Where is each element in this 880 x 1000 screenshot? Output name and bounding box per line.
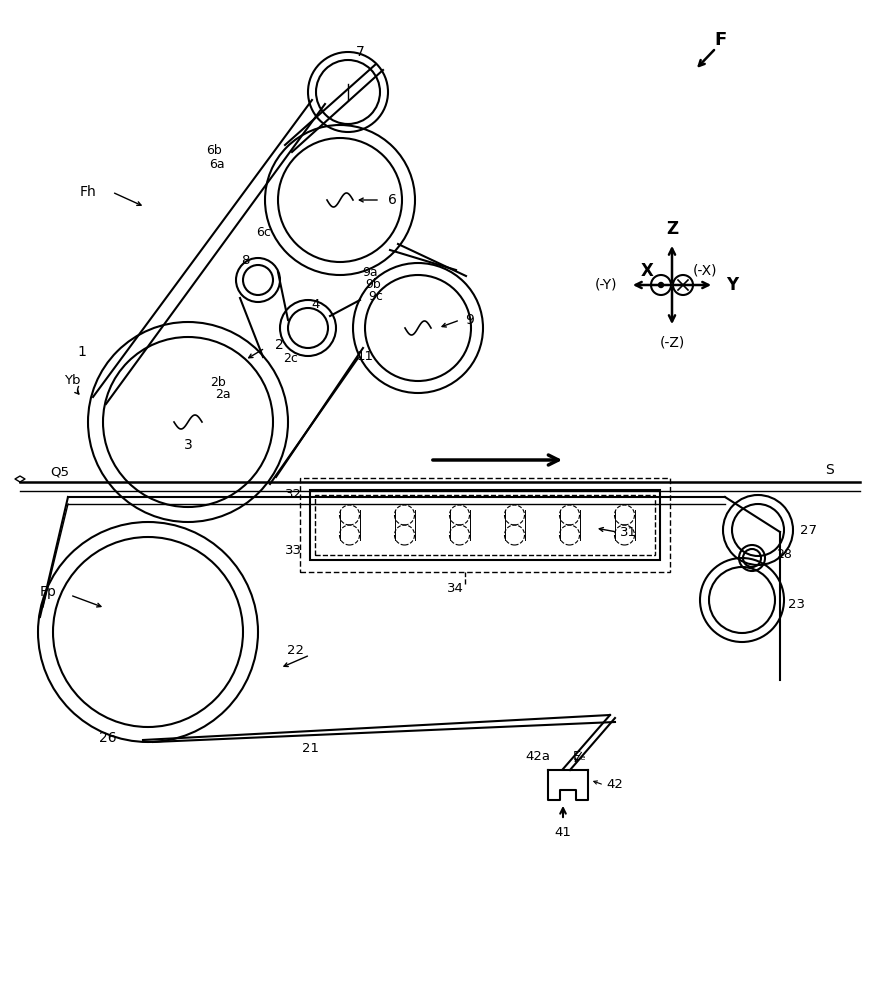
- Text: 32: 32: [285, 488, 302, 502]
- Text: (-Z): (-Z): [659, 336, 685, 350]
- Text: Fp: Fp: [40, 585, 56, 599]
- Text: F: F: [714, 31, 726, 49]
- Text: 8: 8: [241, 253, 249, 266]
- Text: 6c: 6c: [256, 227, 271, 239]
- Text: S: S: [825, 463, 834, 477]
- Text: 6: 6: [387, 193, 396, 207]
- Text: Fh: Fh: [79, 185, 97, 199]
- Bar: [315, 495, 655, 555]
- Text: 9c: 9c: [368, 290, 383, 304]
- Text: 28: 28: [776, 548, 792, 562]
- Text: 21: 21: [302, 742, 319, 754]
- Text: Q5: Q5: [50, 466, 69, 479]
- Text: X: X: [641, 262, 654, 280]
- Text: 2a: 2a: [215, 388, 231, 401]
- Text: Eₑ: Eₑ: [573, 750, 587, 764]
- Circle shape: [658, 282, 664, 288]
- Text: 6a: 6a: [209, 157, 225, 170]
- Text: 7: 7: [356, 45, 364, 59]
- Text: 42: 42: [606, 778, 623, 792]
- Text: 2c: 2c: [283, 352, 297, 364]
- Text: Y: Y: [726, 276, 738, 294]
- Text: Z: Z: [666, 220, 678, 238]
- Text: 9a: 9a: [363, 265, 378, 278]
- Bar: [300, 478, 670, 572]
- Text: Yb: Yb: [63, 373, 80, 386]
- Text: 2b: 2b: [210, 375, 226, 388]
- Text: (-X): (-X): [693, 264, 717, 278]
- Text: 31: 31: [620, 526, 637, 538]
- Text: 1: 1: [77, 345, 86, 359]
- Text: 3: 3: [184, 438, 193, 452]
- Text: 26: 26: [99, 731, 117, 745]
- Text: 6b: 6b: [206, 143, 222, 156]
- Text: 22: 22: [287, 644, 304, 656]
- Text: 23: 23: [788, 598, 805, 611]
- Text: 33: 33: [285, 544, 302, 556]
- Text: 4: 4: [312, 298, 320, 312]
- Text: 9b: 9b: [365, 278, 381, 292]
- Text: 27: 27: [800, 524, 817, 536]
- Text: 34: 34: [446, 582, 464, 594]
- Text: 11: 11: [356, 351, 373, 363]
- Text: (-Y): (-Y): [595, 278, 617, 292]
- Text: 2: 2: [275, 338, 283, 352]
- Text: 41: 41: [554, 826, 571, 840]
- Text: 9: 9: [466, 313, 474, 327]
- Bar: [310, 490, 660, 560]
- Text: 42a: 42a: [525, 750, 550, 764]
